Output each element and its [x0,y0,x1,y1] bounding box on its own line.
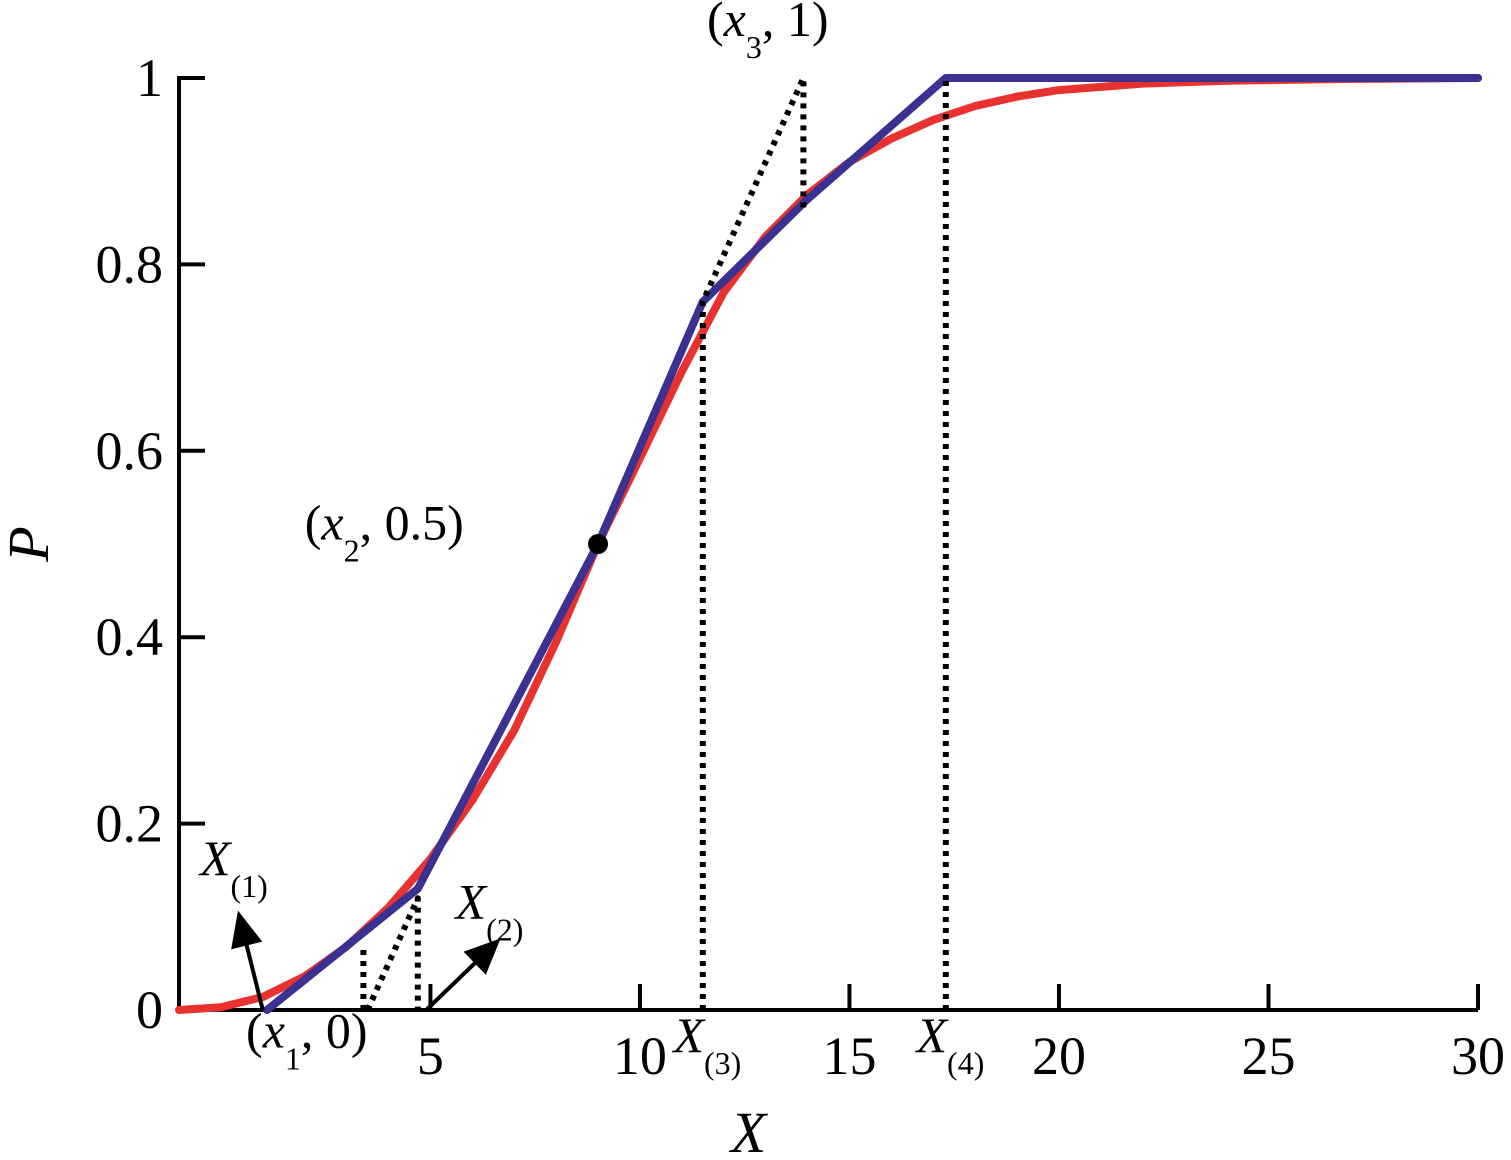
y-tick-label-3: 0.6 [96,421,164,481]
x-axis-title: X [729,1100,769,1160]
series-4 [699,75,807,1010]
arrow-layer [231,910,501,1012]
annotation-layer: (x3, 1) (x2, 0.5) (x1, 0) X(1) X(2) X(3) X(4) [198,0,984,1081]
arrow-1 [424,938,501,1012]
point-marker-0 [588,534,609,554]
x-tick-label-0: 5 [417,1026,444,1086]
annotation-X4: X(4) [914,1007,984,1081]
annotation-x2-05: (x2, 0.5) [305,494,464,568]
series-layer [175,74,1482,1014]
annotation-x3-1: (x3, 1) [707,0,829,65]
annotation-X2: X(2) [454,874,524,948]
arrow-0 [231,910,265,1011]
y-tick-label-2: 0.4 [96,607,164,667]
y-tick-label-5: 1 [136,48,163,108]
axes: 5 10 15 20 25 30 0 0.2 0.4 0.6 0.8 1 [96,48,1506,1086]
y-tick-label-0: 0 [136,980,163,1040]
x-tick-label-4: 25 [1241,1026,1295,1086]
x-tick-label-5: 30 [1451,1026,1505,1086]
y-tick-label-1: 0.2 [96,794,164,854]
series-2 [364,895,421,1012]
annotation-X1: X(1) [198,830,268,904]
y-axis-title: P [0,526,61,562]
x-tick-label-1: 10 [613,1026,667,1086]
marker-layer [588,534,609,554]
annotation-x1-0: (x1, 0) [246,1002,368,1076]
y-tick-label-4: 0.8 [96,234,164,294]
x-tick-label-3: 20 [1032,1026,1086,1086]
x-tick-label-2: 15 [822,1026,876,1086]
annotation-X3: X(3) [671,1007,741,1081]
